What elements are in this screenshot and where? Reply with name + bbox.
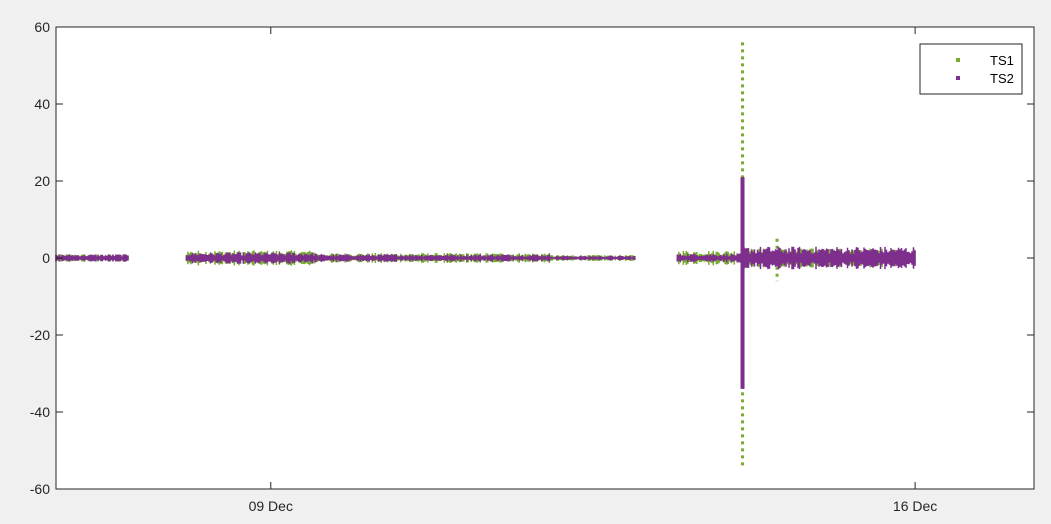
series-layer xyxy=(55,42,916,466)
legend-marker-ts1 xyxy=(956,58,960,62)
y-tick-label-4: -20 xyxy=(30,327,50,343)
legend-marker-ts2 xyxy=(956,76,960,80)
legend-label-ts1: TS1 xyxy=(990,53,1014,68)
series-ts2-segment-4 xyxy=(676,253,743,263)
legend-box xyxy=(919,43,1023,95)
y-tick-label-5: -40 xyxy=(30,404,50,420)
y-tick-label-0: 60 xyxy=(34,19,50,35)
y-tick-label-1: 40 xyxy=(34,96,50,112)
y-tick-label-2: 20 xyxy=(34,173,50,189)
series-ts2-segment-1 xyxy=(185,252,317,264)
x-tick-label-1: 16 Dec xyxy=(893,498,937,514)
series-ts2 xyxy=(55,177,916,389)
legend: TS1 TS2 xyxy=(919,43,1023,95)
y-tick-label-6: -60 xyxy=(30,481,50,497)
axis-layer: 60 40 20 0 -20 -40 -60 09 Dec 16 Dec xyxy=(30,19,1034,514)
series-ts2-segment-3 xyxy=(550,255,636,261)
x-tick-label-0: 09 Dec xyxy=(249,498,293,514)
legend-label-ts2: TS2 xyxy=(990,71,1014,86)
y-tick-label-3: 0 xyxy=(42,250,50,266)
series-ts2-segment-2 xyxy=(316,254,551,262)
